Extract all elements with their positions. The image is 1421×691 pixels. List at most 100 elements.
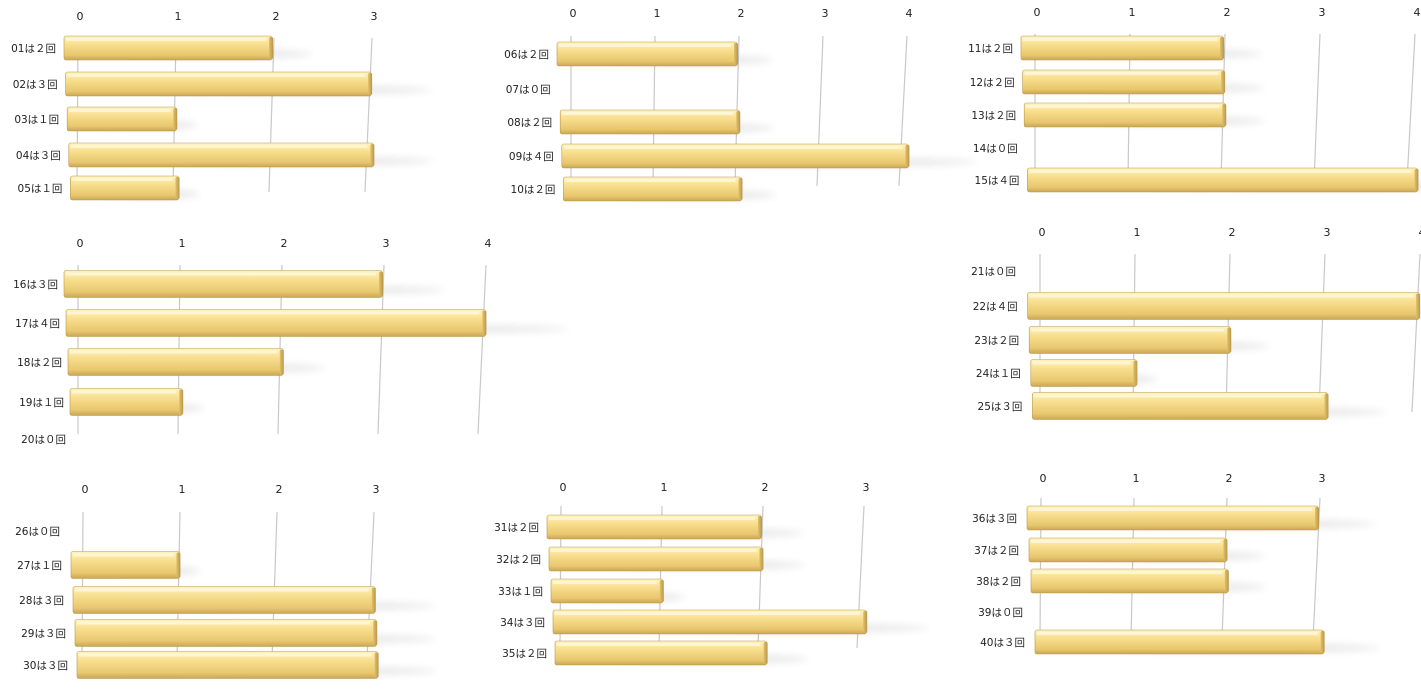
bar-end-cap [374, 652, 379, 678]
bar-end-cap [863, 611, 868, 633]
row-label: 27は１回 [17, 560, 62, 572]
bar-end-cap [179, 389, 184, 415]
chart-panel-6: 0 1 2 3 26は０回 27は１回 28は３回 29は３回 30は３回 [15, 483, 438, 679]
tick-label: 1 [179, 483, 186, 496]
tick-label: 2 [1229, 226, 1236, 239]
bar-end-cap [269, 37, 273, 59]
bar-end-cap [1320, 631, 1325, 653]
row-label: 02は３回 [13, 79, 58, 91]
tick-label: 3 [373, 483, 380, 496]
bar-highlight [79, 653, 372, 657]
gridline [1313, 33, 1321, 183]
bar-highlight [66, 272, 376, 276]
tick-label: 3 [1319, 6, 1326, 19]
bar-highlight [549, 517, 755, 520]
bar-highlight [73, 553, 174, 557]
bar-highlight [555, 612, 861, 615]
bar-highlight [69, 109, 171, 112]
bar-highlight [1023, 38, 1217, 41]
row-label: 38は２回 [976, 576, 1021, 588]
gridline [1318, 253, 1326, 413]
bar-highlight [1033, 571, 1222, 574]
tick-label: 2 [1226, 472, 1233, 485]
bar-end-cap [1223, 539, 1228, 561]
row-label: 31は２回 [494, 522, 539, 534]
row-label: 08は２回 [507, 117, 552, 129]
tick-label: 0 [82, 483, 89, 496]
row-label: 24は１回 [976, 368, 1021, 380]
bar-highlight [1029, 508, 1312, 511]
bar-end-cap [1224, 570, 1229, 592]
row-label: 15は４回 [975, 175, 1020, 187]
bar-end-cap [173, 108, 178, 130]
bar-highlight [553, 581, 657, 584]
gridline [364, 37, 373, 193]
bar-end-cap [368, 73, 373, 95]
bar-highlight [70, 350, 277, 354]
chart-panel-2: 0 1 2 3 4 06は２回 07は０回 08は２回 09は４回 10は２回 [504, 7, 978, 202]
tick-label: 2 [276, 483, 283, 496]
bar-highlight [66, 38, 266, 41]
tick-label: 1 [654, 7, 661, 20]
bar-highlight [72, 178, 173, 181]
bar-end-cap [763, 642, 768, 664]
bar-highlight [551, 549, 757, 552]
row-label: 34は３回 [500, 617, 545, 629]
tick-label: 0 [570, 7, 577, 20]
bar-highlight [75, 588, 369, 592]
tick-label: 3 [371, 10, 378, 23]
row-label: 18は２回 [17, 357, 62, 369]
tick-label: 3 [383, 237, 390, 250]
tick-label: 3 [822, 7, 829, 20]
row-label: 19は１回 [19, 397, 64, 409]
bar-end-cap [905, 145, 910, 167]
row-label: 12は２回 [970, 77, 1015, 89]
bar-end-cap [1416, 293, 1421, 319]
bar-highlight [1029, 294, 1414, 298]
row-label: 23は２回 [974, 335, 1019, 347]
gridline [1406, 33, 1416, 183]
bar-end-cap [1133, 360, 1138, 386]
bar-end-cap [175, 177, 180, 199]
bar-highlight [1037, 632, 1318, 635]
bar-end-cap [659, 580, 664, 602]
bar-highlight [1031, 540, 1221, 543]
tick-label: 0 [560, 481, 567, 494]
chart-panel-7: 0 1 2 3 31は２回 32は２回 33は１回 34は３回 35は２回 [494, 481, 929, 666]
tick-label: 2 [762, 481, 769, 494]
gridline [477, 264, 487, 435]
row-label: 10は２回 [511, 184, 556, 196]
chart-panel-4: 0 1 2 3 4 16は３回 17は４回 18は２回 19は１回 20は０回 [13, 237, 570, 446]
tick-label: 1 [179, 237, 186, 250]
bar-highlight [68, 311, 480, 315]
tick-label: 1 [1129, 6, 1136, 19]
bar-end-cap [1221, 71, 1226, 93]
row-label: 14は０回 [973, 143, 1018, 155]
row-label: 07は０回 [506, 84, 551, 96]
row-label: 20は０回 [21, 434, 66, 446]
bar-end-cap [1222, 104, 1227, 126]
tick-label: 3 [863, 481, 870, 494]
chart-panel-8: 0 1 2 3 36は３回 37は２回 38は２回 39は０回 40は３回 [972, 472, 1382, 655]
bar-end-cap [758, 516, 762, 538]
row-label: 11は２回 [968, 43, 1013, 55]
tick-label: 0 [77, 10, 84, 23]
row-label: 01は２回 [11, 43, 56, 55]
bar-end-cap [1227, 327, 1232, 353]
tick-label: 1 [1133, 472, 1140, 485]
tick-label: 4 [485, 237, 492, 250]
bar-highlight [1032, 361, 1131, 365]
row-label: 33は１回 [498, 586, 543, 598]
bar-end-cap [279, 349, 284, 375]
chart-panel-1: 0 1 2 3 01は２回 02は３回 03は１回 04は３回 05は１回 [11, 10, 435, 201]
bar-end-cap [482, 310, 487, 336]
row-label: 36は３回 [972, 513, 1017, 525]
row-label: 16は３回 [13, 279, 58, 291]
bar-end-cap [738, 178, 743, 200]
tick-label: 0 [77, 237, 84, 250]
tick-label: 1 [175, 10, 182, 23]
row-label: 30は３回 [23, 660, 68, 672]
row-label: 03は１回 [14, 114, 59, 126]
bar-highlight [67, 74, 366, 77]
